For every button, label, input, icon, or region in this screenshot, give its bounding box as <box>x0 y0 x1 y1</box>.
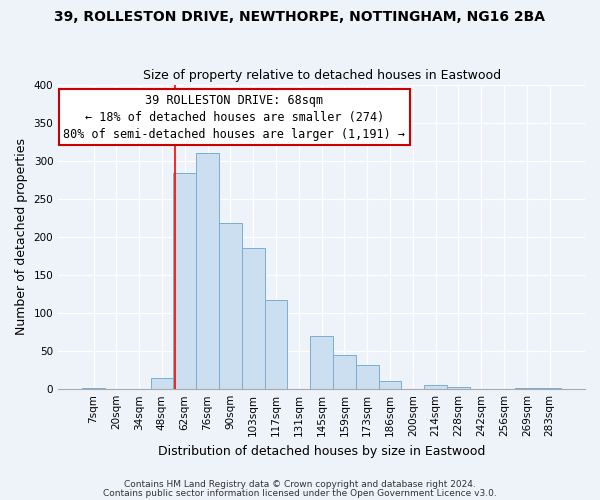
Bar <box>196 153 219 389</box>
Bar <box>82 388 105 389</box>
Y-axis label: Number of detached properties: Number of detached properties <box>15 138 28 336</box>
Text: 39 ROLLESTON DRIVE: 68sqm
← 18% of detached houses are smaller (274)
80% of semi: 39 ROLLESTON DRIVE: 68sqm ← 18% of detac… <box>64 94 406 140</box>
Text: Contains HM Land Registry data © Crown copyright and database right 2024.: Contains HM Land Registry data © Crown c… <box>124 480 476 489</box>
Bar <box>515 388 538 389</box>
Bar <box>447 387 470 389</box>
Text: Contains public sector information licensed under the Open Government Licence v3: Contains public sector information licen… <box>103 488 497 498</box>
Bar <box>310 336 333 389</box>
Bar <box>173 173 196 389</box>
Bar <box>356 365 379 389</box>
Bar <box>379 381 401 389</box>
Bar <box>219 223 242 389</box>
Bar <box>265 300 287 389</box>
Bar <box>424 386 447 389</box>
Title: Size of property relative to detached houses in Eastwood: Size of property relative to detached ho… <box>143 69 500 82</box>
Bar <box>242 248 265 389</box>
Text: 39, ROLLESTON DRIVE, NEWTHORPE, NOTTINGHAM, NG16 2BA: 39, ROLLESTON DRIVE, NEWTHORPE, NOTTINGH… <box>55 10 545 24</box>
Bar <box>538 388 561 389</box>
Bar <box>333 355 356 389</box>
Bar <box>151 378 173 389</box>
X-axis label: Distribution of detached houses by size in Eastwood: Distribution of detached houses by size … <box>158 444 485 458</box>
